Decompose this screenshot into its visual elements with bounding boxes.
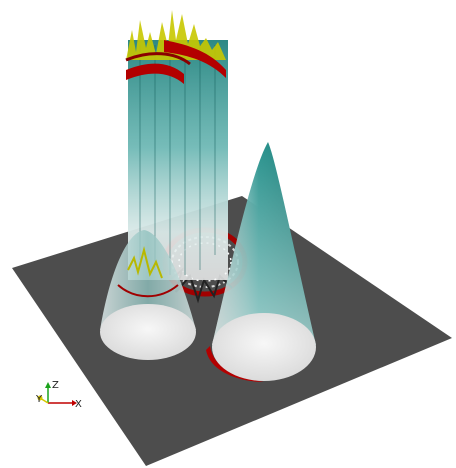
- axis-z-label: Z: [52, 380, 59, 391]
- axis-y-label: Y: [35, 394, 43, 405]
- small-cone: [100, 230, 196, 360]
- small-cone-base: [100, 304, 196, 360]
- x-arrow-icon: [72, 400, 77, 406]
- orientation-axes: X Y Z: [35, 380, 82, 410]
- z-arrow-icon: [45, 382, 51, 388]
- large-cone: [206, 142, 316, 382]
- axis-x-label: X: [75, 399, 82, 410]
- y-arrow-icon: [37, 395, 43, 401]
- large-cone-base: [212, 313, 316, 381]
